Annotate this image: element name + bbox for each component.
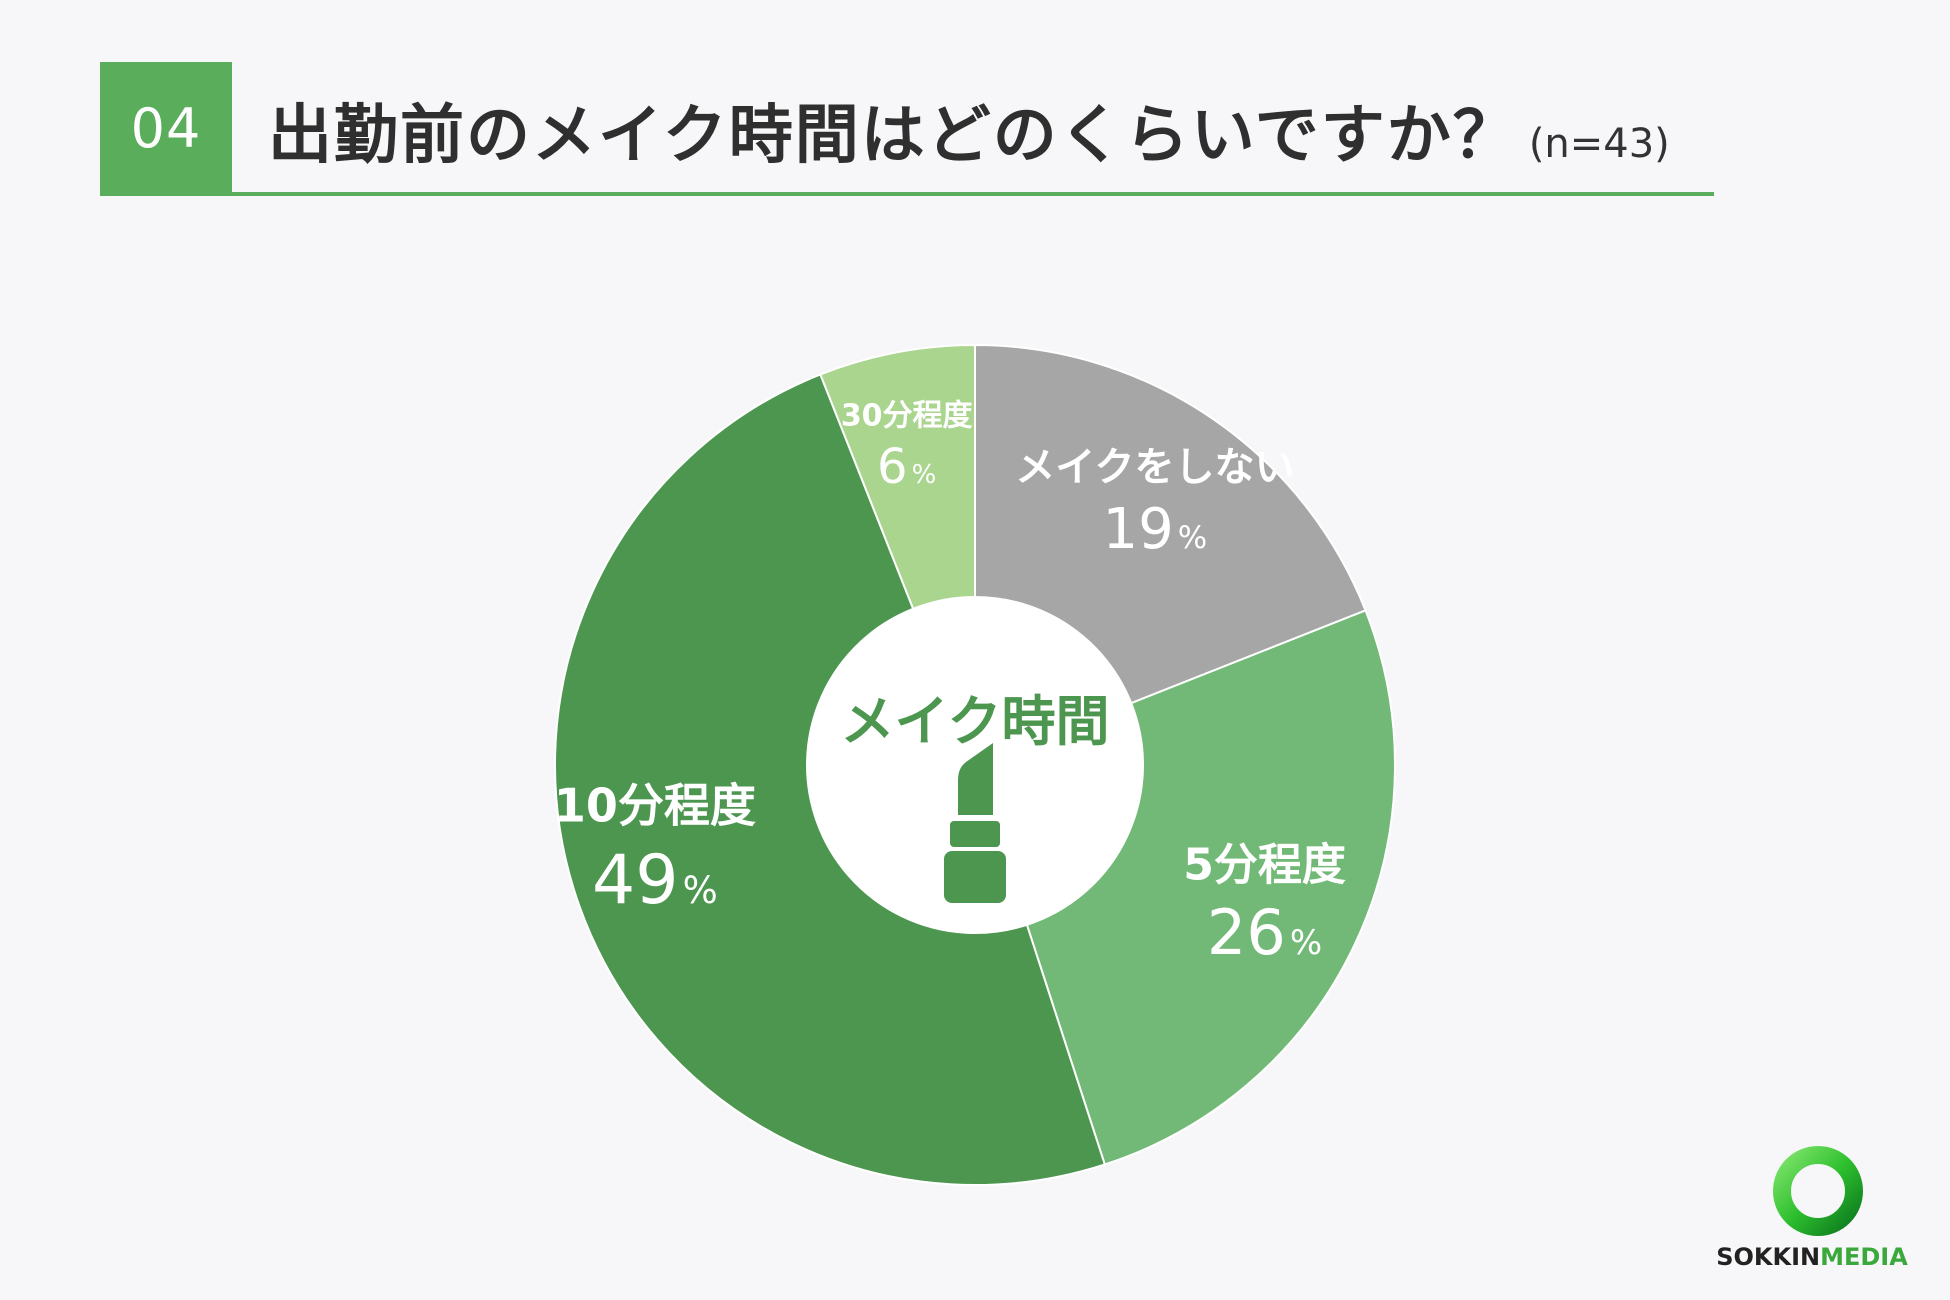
slice-label-0: メイクをしない [1015, 445, 1294, 491]
header-divider [100, 192, 1714, 196]
page-title: 出勤前のメイク時間はどのくらいですか？ (n=43) [268, 84, 1670, 173]
question-number-badge: 04 [100, 62, 232, 194]
header: 04 出勤前のメイク時間はどのくらいですか？ (n=43) [0, 0, 1950, 200]
question-text: 出勤前のメイク時間はどのくらいですか？ [268, 99, 1519, 173]
sample-size: (n=43) [1528, 121, 1670, 167]
lipstick-icon [944, 743, 1006, 903]
logo-ring-icon [1773, 1146, 1863, 1236]
slice-value-1: 26% [1207, 896, 1322, 969]
donut-slices [554, 343, 1396, 1186]
donut-center: メイク時間 [841, 690, 1110, 903]
slice-value-0: 19% [1102, 497, 1207, 562]
slice-label-1: 5分程度 [1183, 840, 1346, 891]
brand-name: SOKKINMEDIA [1712, 1243, 1912, 1271]
slice-label-2: 10分程度 [554, 778, 756, 832]
slice-value-3: 6% [877, 439, 936, 495]
center-label: メイク時間 [841, 690, 1110, 753]
brand-name-part1: SOKKIN [1716, 1243, 1821, 1271]
slice-value-2: 49% [592, 841, 718, 920]
brand-logo: SOKKINMEDIA [1700, 1135, 1920, 1275]
slice-label-3: 30分程度 [841, 398, 973, 433]
brand-name-part2: MEDIA [1820, 1243, 1908, 1271]
